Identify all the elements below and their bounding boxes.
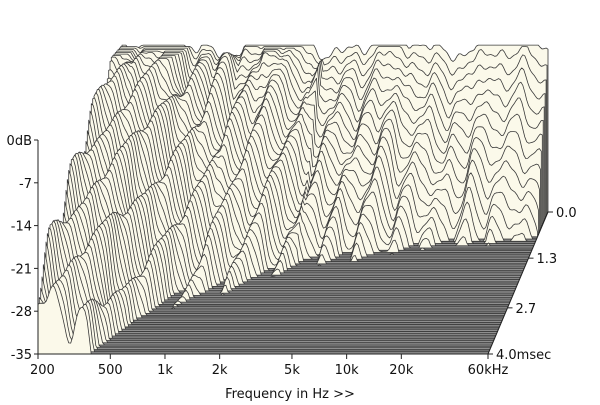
x-tick-label: 60kHz	[468, 363, 509, 378]
x-tick-label: 2k	[212, 363, 228, 378]
x-tick-label: 10k	[335, 363, 360, 378]
x-axis-ticks: 200 500 1k 2k 5k 10k 20k 60kHz	[30, 354, 509, 378]
y-tick-label: -28	[11, 305, 32, 320]
y-axis-ticks: 0dB -7 -14 -21 -28 -35	[7, 134, 38, 363]
time-tick-label: 2.7	[516, 302, 537, 317]
x-tick-label: 1k	[157, 363, 173, 378]
y-tick-label: 0dB	[7, 134, 32, 149]
x-tick-label: 5k	[284, 363, 300, 378]
time-tick-label: 4.0msec	[496, 348, 551, 363]
y-tick-label: -7	[19, 177, 32, 192]
decay-slice	[81, 140, 520, 281]
time-tick-label: 1.3	[537, 252, 558, 267]
y-tick-label: -35	[11, 348, 32, 363]
time-axis-ticks: 0.0 1.3 2.7 4.0msec	[488, 206, 577, 363]
y-tick-label: -21	[11, 262, 32, 277]
time-tick-label: 0.0	[556, 206, 577, 221]
time-axis-line	[487, 211, 549, 355]
x-tick-label: 500	[98, 363, 123, 378]
y-tick-label: -14	[11, 220, 32, 235]
axes	[37, 140, 549, 355]
x-axis-label: Frequency in Hz >>	[225, 387, 355, 402]
decay-slices	[37, 44, 549, 355]
x-tick-label: 20k	[389, 363, 414, 378]
x-tick-label: 200	[30, 363, 55, 378]
